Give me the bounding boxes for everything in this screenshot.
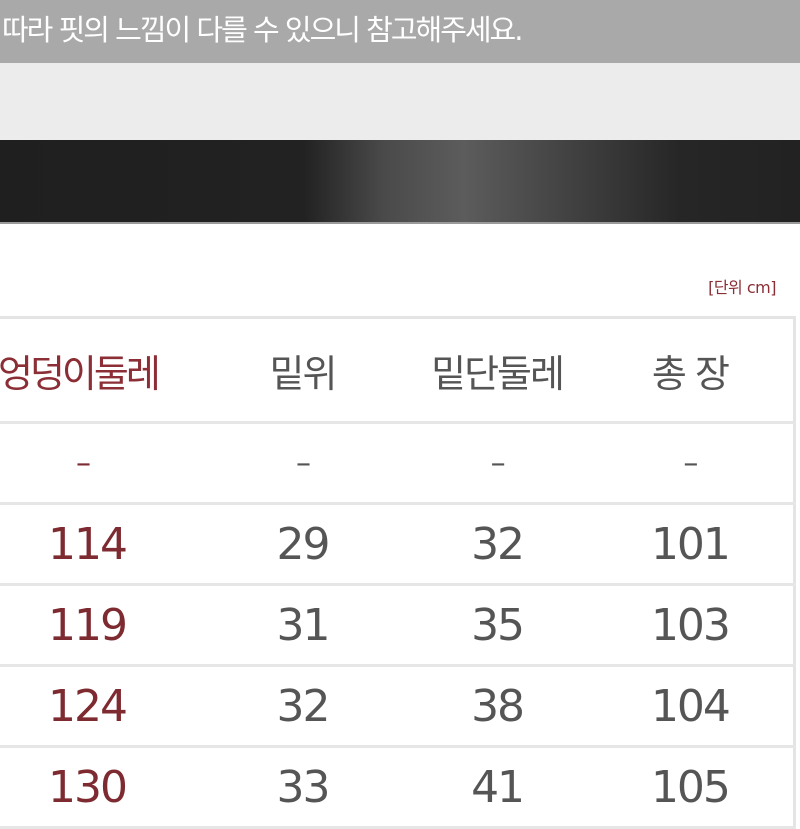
cell-rise: –	[197, 422, 408, 505]
cell-hip: 119	[0, 584, 198, 667]
unit-label: [단위 cm]	[708, 278, 776, 297]
cell-hip: 124	[0, 665, 198, 748]
cell-hem: 38	[407, 665, 587, 748]
cell-length: –	[586, 422, 795, 505]
cell-hip: –	[0, 422, 198, 505]
cell-rise: 29	[197, 503, 408, 586]
cell-length: 105	[586, 746, 795, 829]
cell-hip: 114	[0, 503, 198, 586]
cell-length: 101	[586, 503, 795, 586]
cell-hem: 35	[407, 584, 587, 667]
cell-hip: 130	[0, 746, 198, 829]
cell-rise: 31	[197, 584, 408, 667]
section-header-bar	[0, 140, 800, 224]
table-row: 114 29 32 101	[0, 503, 795, 586]
header-rise: 밑위	[197, 317, 408, 424]
header-hip: 엉덩이둘레	[0, 317, 198, 424]
table-row: 124 32 38 104	[0, 665, 795, 748]
table-row: 119 31 35 103	[0, 584, 795, 667]
size-table: 엉덩이둘레 밑위 밑단둘레 총 장 – – – – 114 29 32 101 …	[0, 316, 796, 829]
cell-hem: 32	[407, 503, 587, 586]
table-header-row: 엉덩이둘레 밑위 밑단둘레 총 장	[0, 317, 795, 424]
header-length: 총 장	[586, 317, 795, 424]
divider-band-light	[0, 63, 800, 140]
table-row: – – – –	[0, 422, 795, 505]
table-row: 130 33 41 105	[0, 746, 795, 829]
cell-hem: 41	[407, 746, 587, 829]
fit-notice: 따라 핏의 느낌이 다를 수 있으니 참고해주세요.	[0, 0, 800, 63]
cell-rise: 33	[197, 746, 408, 829]
cell-length: 103	[586, 584, 795, 667]
cell-length: 104	[586, 665, 795, 748]
cell-rise: 32	[197, 665, 408, 748]
header-hem: 밑단둘레	[407, 317, 587, 424]
cell-hem: –	[407, 422, 587, 505]
